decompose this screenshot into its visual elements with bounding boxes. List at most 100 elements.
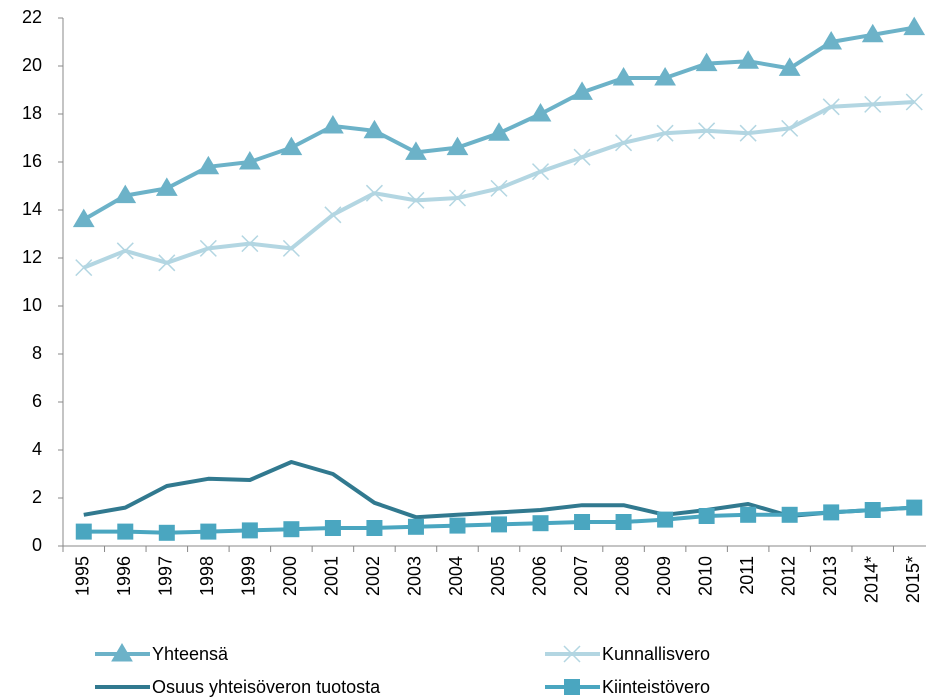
marker [864, 95, 882, 113]
x-tick-label: 2001 [322, 556, 342, 596]
marker [116, 242, 134, 260]
marker [491, 516, 507, 533]
marker [574, 514, 591, 530]
marker [573, 148, 591, 166]
marker [698, 122, 716, 140]
y-tick-label: 18 [22, 103, 42, 123]
marker [695, 52, 718, 72]
x-tick-label: 2009 [654, 556, 674, 596]
marker [820, 31, 843, 50]
x-tick-label: 2002 [363, 556, 383, 596]
marker [238, 151, 261, 170]
x-tick-label: 2000 [280, 556, 300, 596]
x-tick-label: 1996 [114, 556, 134, 596]
y-tick-label: 22 [22, 7, 42, 27]
marker [571, 81, 593, 100]
marker [740, 506, 757, 523]
marker [158, 524, 175, 541]
marker [822, 98, 840, 116]
x-tick-label: 1997 [156, 556, 176, 596]
marker [407, 518, 424, 535]
marker [698, 508, 715, 524]
marker [446, 136, 469, 156]
x-tick-label: 2013 [820, 556, 840, 596]
marker [324, 520, 341, 536]
marker [449, 517, 466, 534]
x-tick-label: 2014* [861, 556, 881, 603]
marker [490, 179, 508, 197]
marker [532, 515, 549, 532]
legend-label: Kiinteistövero [602, 677, 710, 697]
series-line [83, 460, 915, 520]
marker [280, 136, 303, 156]
marker [200, 523, 217, 540]
marker [656, 124, 674, 142]
marker [531, 163, 550, 181]
x-tick-label: 2008 [612, 556, 632, 596]
marker [529, 103, 552, 122]
marker [322, 115, 344, 134]
marker [781, 506, 798, 523]
x-tick-label: 1995 [73, 556, 93, 596]
marker [363, 119, 386, 139]
legend-label: Yhteensä [152, 644, 229, 664]
marker [739, 124, 757, 142]
x-tick-label: 2005 [488, 556, 508, 596]
x-tick-label: 2007 [571, 556, 591, 596]
legend-label: Kunnallisvero [602, 644, 710, 664]
marker [241, 235, 259, 253]
marker [114, 184, 137, 204]
marker [823, 504, 840, 521]
x-tick-label: 1999 [239, 556, 259, 596]
marker [861, 23, 884, 43]
marker [282, 239, 300, 257]
marker [778, 57, 801, 76]
y-tick-label: 0 [32, 535, 42, 555]
marker [117, 523, 134, 540]
y-tick-label: 16 [22, 151, 42, 171]
marker [324, 206, 342, 224]
marker [615, 134, 633, 152]
y-tick-label: 14 [22, 199, 42, 219]
y-tick-label: 6 [32, 391, 42, 411]
marker [158, 254, 176, 272]
y-tick-label: 10 [22, 295, 42, 315]
marker [405, 141, 427, 160]
x-tick-label: 1998 [197, 556, 217, 596]
x-tick-label: 2012 [778, 556, 798, 596]
marker [615, 514, 632, 530]
marker [448, 189, 467, 207]
marker [563, 645, 581, 663]
marker [72, 208, 95, 228]
x-tick-label: 2010 [695, 556, 715, 596]
marker [737, 50, 760, 69]
marker [654, 67, 676, 86]
marker [407, 191, 425, 209]
marker [781, 119, 799, 137]
marker [366, 520, 383, 536]
marker [241, 522, 258, 539]
marker [612, 67, 635, 86]
marker [488, 122, 510, 141]
y-tick-label: 8 [32, 343, 42, 363]
x-tick-label: 2003 [405, 556, 425, 596]
marker [864, 502, 881, 518]
marker [111, 643, 133, 662]
x-tick-label: 2006 [529, 556, 549, 596]
x-tick-label: 2004 [446, 556, 466, 596]
x-tick-label: 2015* [903, 556, 923, 603]
y-tick-label: 12 [22, 247, 42, 267]
y-tick-label: 4 [32, 439, 42, 459]
legend-label: Osuus yhteisöveron tuotosta [152, 677, 381, 697]
x-tick-label: 2011 [737, 556, 757, 595]
y-tick-label: 20 [22, 55, 42, 75]
marker [197, 155, 220, 175]
marker [657, 511, 674, 528]
marker [564, 679, 580, 695]
marker [283, 521, 300, 538]
marker [199, 239, 217, 257]
marker [906, 499, 923, 516]
marker [903, 16, 926, 36]
y-tick-label: 2 [32, 487, 42, 507]
